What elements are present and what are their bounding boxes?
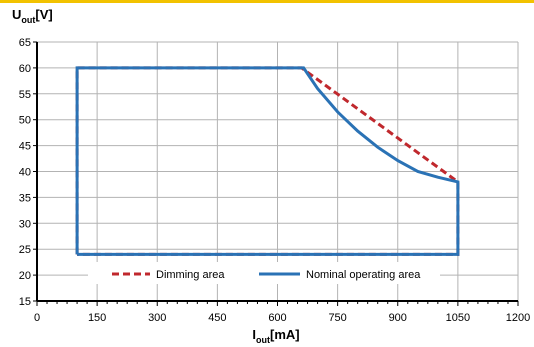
x-tick-label-450: 450 xyxy=(208,312,226,324)
series-line-1 xyxy=(75,66,460,256)
top-accent-bar xyxy=(0,0,534,3)
y-tick-label-50: 50 xyxy=(19,115,31,127)
y-tick-label-25: 25 xyxy=(19,244,31,256)
x-tick-label-150: 150 xyxy=(88,312,106,324)
x-tick-label-600: 600 xyxy=(268,312,286,324)
x-tick-label-0: 0 xyxy=(34,312,40,324)
series-layer xyxy=(75,66,460,256)
legend-label-0: Dimming area xyxy=(156,269,225,281)
x-tick-label-750: 750 xyxy=(328,312,346,324)
y-tick-label-55: 55 xyxy=(19,89,31,101)
axes-layer: 15 20 25 30 35 40 45 50 55 60 65 0 150 300 450 600 750 90… xyxy=(19,37,530,324)
legend-layer: Dimming area Nominal operating area xyxy=(88,262,440,284)
legend-label-1: Nominal operating area xyxy=(306,269,421,281)
x-tick-label-300: 300 xyxy=(148,312,166,324)
y-tick-label-35: 35 xyxy=(19,192,31,204)
y-tick-label-20: 20 xyxy=(19,270,31,282)
y-tick-label-45: 45 xyxy=(19,141,31,153)
y-tick-label-65: 65 xyxy=(19,37,31,49)
x-tick-label-900: 900 xyxy=(389,312,407,324)
y-tick-label-60: 60 xyxy=(19,63,31,75)
x-tick-label-1200: 1200 xyxy=(506,312,530,324)
x-tick-label-1050: 1050 xyxy=(446,312,470,324)
y-tick-label-40: 40 xyxy=(19,167,31,179)
y-tick-label-30: 30 xyxy=(19,218,31,230)
y-tick-label-15: 15 xyxy=(19,296,31,308)
y-axis-title: Uout[V] xyxy=(12,7,53,25)
x-axis-title: Iout[mA] xyxy=(252,327,299,345)
